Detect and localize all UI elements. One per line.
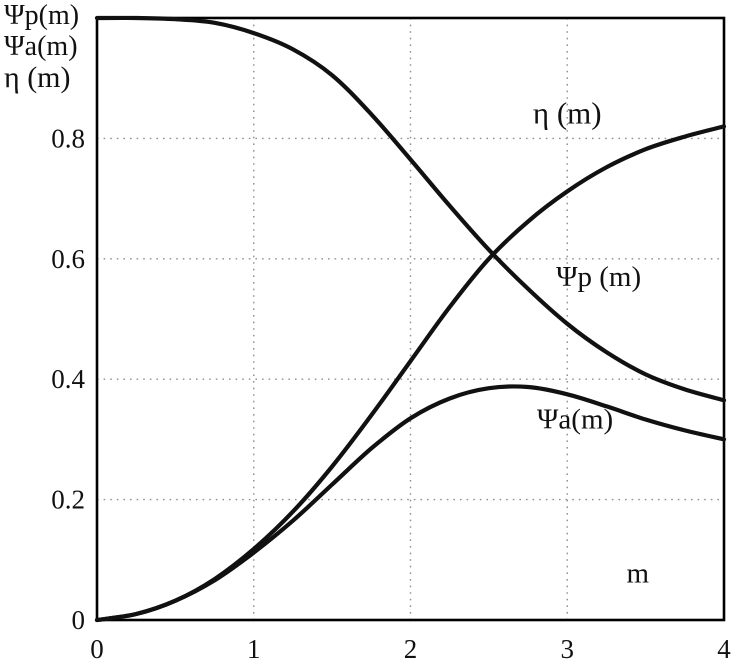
y-tick-label: 0.6 bbox=[51, 244, 85, 274]
curve-psi_p bbox=[94, 15, 727, 403]
curve-psi_a bbox=[94, 384, 727, 623]
x-tick-label: 4 bbox=[717, 634, 731, 664]
x-tick-label: 2 bbox=[404, 634, 418, 664]
y-legend-psi-a: Ψa(m) bbox=[4, 31, 78, 62]
x-tick-label: 0 bbox=[90, 634, 104, 664]
y-axis-legend: Ψp(m) Ψa(m) η (m) bbox=[4, 0, 79, 93]
y-tick-label: 0.4 bbox=[51, 364, 85, 394]
curve-label-psi_p: Ψp (m) bbox=[556, 261, 641, 293]
x-tick-label: 1 bbox=[247, 634, 261, 664]
curve-label-eta: η (m) bbox=[533, 95, 602, 130]
x-tick-label: 3 bbox=[561, 634, 575, 664]
y-tick-label: 0.2 bbox=[51, 485, 85, 515]
x-axis-label: m bbox=[627, 558, 650, 590]
curve-eta bbox=[94, 124, 727, 623]
y-legend-psi-p: Ψp(m) bbox=[4, 0, 80, 31]
y-tick-label: 0.8 bbox=[51, 123, 85, 153]
y-legend-eta: η (m) bbox=[4, 61, 71, 94]
y-tick-label: 0 bbox=[72, 605, 86, 635]
plot-frame bbox=[95, 16, 726, 622]
curve-label-psi_a: Ψa(m) bbox=[537, 404, 613, 436]
